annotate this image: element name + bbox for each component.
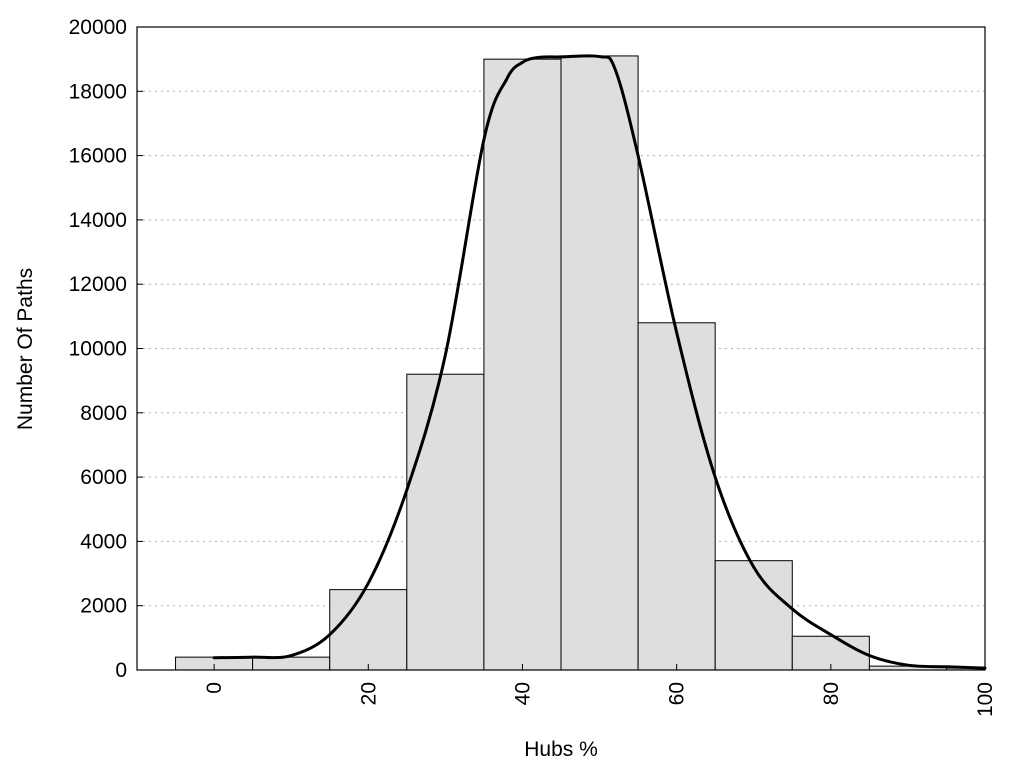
y-tick-label-18000: 18000 <box>69 80 127 103</box>
curve-layer <box>212 54 987 670</box>
y-tick-label-10000: 10000 <box>69 338 127 361</box>
bar-60 <box>637 322 716 671</box>
y-tick-label-0: 0 <box>115 659 127 682</box>
x-tick-label-0: 0 <box>203 682 226 694</box>
y-tick-label-16000: 16000 <box>69 145 127 168</box>
y-tick-label-14000: 14000 <box>69 209 127 232</box>
x-tick-label-20: 20 <box>357 682 380 705</box>
x-axis-ticks: 0 20 40 60 80 100 <box>203 664 997 717</box>
x-tick-label-60: 60 <box>666 682 689 705</box>
y-tick-label-4000: 4000 <box>80 530 127 553</box>
x-tick-label-100: 100 <box>974 682 997 717</box>
bar-20 <box>329 589 408 671</box>
bar-30 <box>406 373 485 671</box>
x-tick-label-80: 80 <box>820 682 843 705</box>
bar-50 <box>560 55 639 671</box>
y-tick-label-12000: 12000 <box>69 273 127 296</box>
bar-10 <box>252 656 331 671</box>
y-axis-ticks: 0 2000 4000 6000 8000 10000 12000 14000 16000 180… <box>69 16 143 682</box>
bar-40 <box>483 58 562 671</box>
y-tick-label-20000: 20000 <box>69 16 127 39</box>
bars <box>175 55 986 671</box>
y-tick-label-2000: 2000 <box>80 595 127 618</box>
x-axis-title: Hubs % <box>524 738 598 761</box>
density-curve <box>212 54 987 670</box>
x-tick-label-40: 40 <box>511 682 534 705</box>
y-tick-label-8000: 8000 <box>80 402 127 425</box>
bar-70 <box>714 560 793 671</box>
y-tick-label-6000: 6000 <box>80 466 127 489</box>
y-axis-title: Number Of Paths <box>14 268 37 430</box>
